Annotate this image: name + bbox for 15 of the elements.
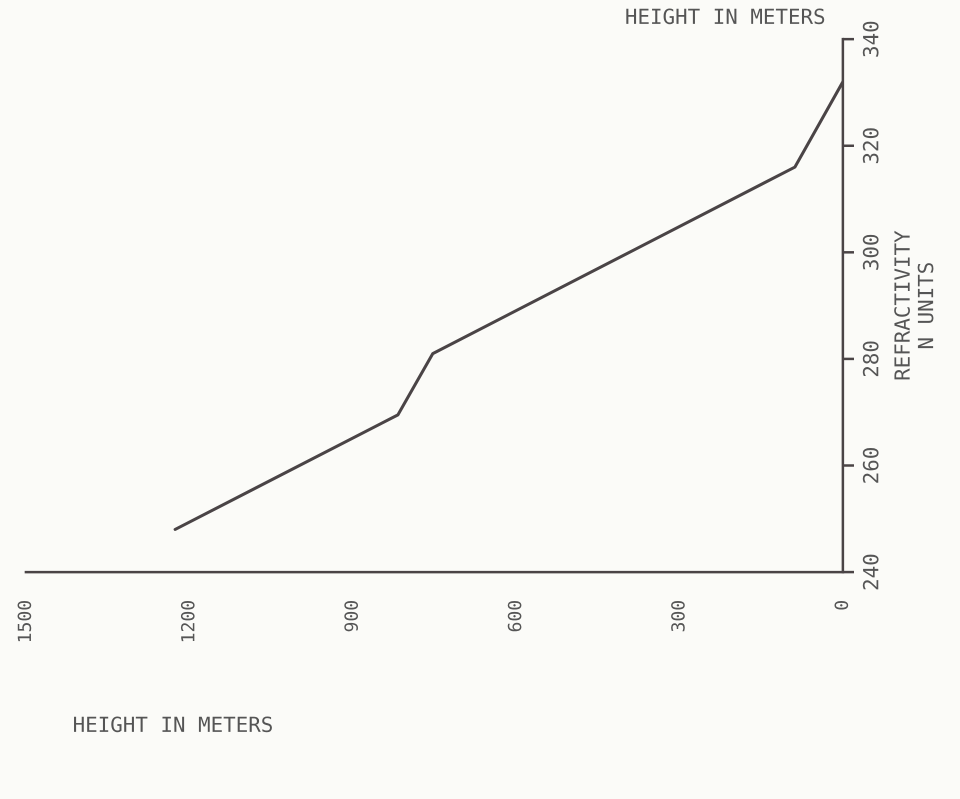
y-tick-label: 320: [862, 128, 879, 164]
x-tick-label: 1500: [18, 601, 32, 642]
x-tick-label: 0: [834, 601, 848, 610]
x-tick-label: 300: [671, 601, 685, 632]
y-tick-label: 240: [862, 554, 879, 590]
y-tick-label: 300: [862, 234, 879, 270]
y-axis-title: REFRACTIVITY N UNITS: [894, 230, 934, 380]
x-tick-label: 1200: [180, 601, 195, 642]
y-tick-label: 340: [862, 22, 879, 57]
x-tick-label: 600: [508, 601, 522, 632]
text: HEIGHT IN METERS: [626, 8, 824, 24]
y-tick-label: 280: [862, 341, 879, 376]
x-axis-title: HEIGHT IN METERS: [74, 716, 272, 732]
x-tick-label: 900: [344, 601, 358, 632]
y-tick-label: 260: [862, 448, 879, 483]
